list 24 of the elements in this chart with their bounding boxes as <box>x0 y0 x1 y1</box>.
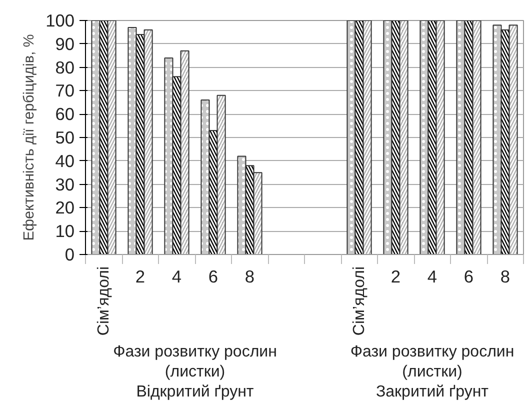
y-tick-label: 20 <box>55 198 75 218</box>
x-tick-label: Сім’ядолі <box>95 266 112 336</box>
x-tick-label: 8 <box>244 266 255 286</box>
text: Фази розвитку рослин (листки) Відкритий ґрунт <box>113 344 277 400</box>
x-tick-label: 4 <box>427 266 438 286</box>
y-tick-label: 0 <box>64 244 75 264</box>
x-tick-label: 2 <box>135 266 146 286</box>
text: Фази розвитку рослин (листки) Закритий ґрунт <box>350 344 514 400</box>
y-tick-label: 70 <box>55 80 75 101</box>
x-tick-label: 6 <box>464 266 474 286</box>
x-tick-label: 4 <box>172 266 182 286</box>
y-tick-label: 60 <box>55 104 75 124</box>
y-tick-label: 50 <box>55 128 75 148</box>
x-tick-label: 6 <box>208 266 218 286</box>
y-tick-label: 90 <box>55 34 75 54</box>
y-tick-label: 30 <box>55 174 75 194</box>
y-tick-label: 80 <box>55 57 75 78</box>
x-tick-label: Сім’ядолі <box>350 266 368 336</box>
y-tick-label: 10 <box>55 221 75 242</box>
x-tick-label: 2 <box>390 266 401 286</box>
x-tick-label: 8 <box>500 266 510 286</box>
y-tick-label: 40 <box>55 150 75 171</box>
y-tick-label: 100 <box>46 10 75 30</box>
y-axis-title: Ефективність дії гербіцидів, % <box>22 34 38 241</box>
